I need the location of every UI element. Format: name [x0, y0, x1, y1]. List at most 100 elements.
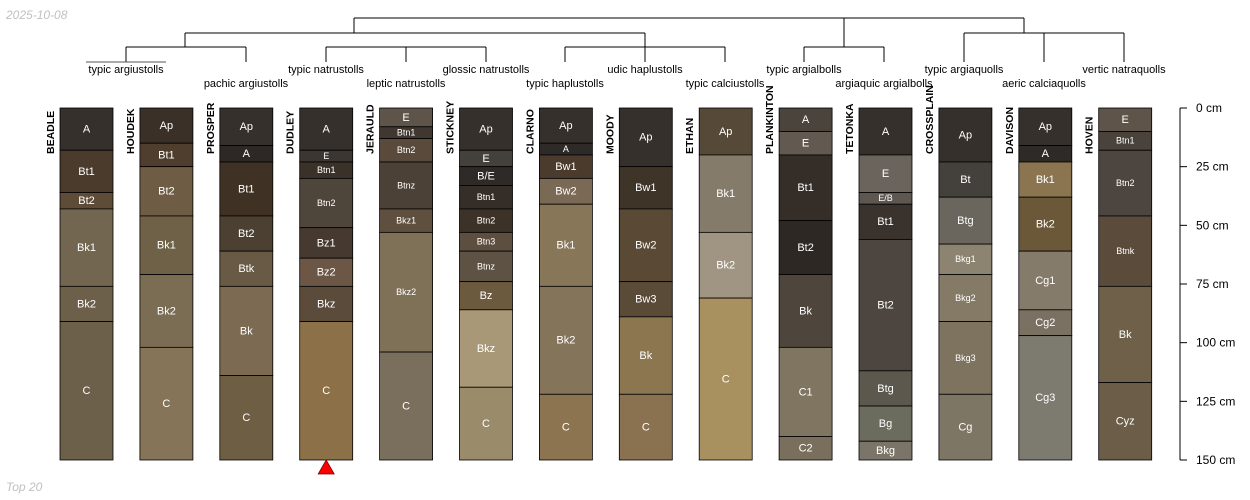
- horizon: [618, 393, 673, 461]
- footer-caption: Top 20: [6, 480, 43, 494]
- taxon-label: typic natrustolls: [288, 64, 364, 76]
- horizon: [219, 161, 274, 217]
- taxon-label: pachic argiustolls: [204, 78, 289, 90]
- horizon-label: A: [1042, 148, 1050, 160]
- horizon-label: C2: [799, 443, 813, 455]
- horizon: [1098, 149, 1153, 217]
- horizon-label: E: [323, 151, 329, 161]
- horizon-label: Bk1: [1036, 174, 1055, 186]
- profile-name: ETHAN: [684, 118, 696, 154]
- horizon: [219, 215, 274, 252]
- profile-moody: MOODY Ap Bw1 Bw2 Bw3 Bk C: [604, 107, 673, 461]
- marker-triangle: [317, 459, 335, 475]
- horizon-label: Ap: [959, 129, 972, 141]
- horizon: [59, 321, 114, 461]
- horizon-label: Bw1: [555, 161, 576, 173]
- horizon-label: E: [802, 138, 809, 150]
- horizon-label: Btn2: [477, 216, 496, 226]
- horizon: [778, 220, 833, 276]
- horizon-label: Bt1: [78, 166, 95, 178]
- horizon-label: Bt2: [797, 242, 814, 254]
- horizon-label: Cg2: [1035, 317, 1055, 329]
- taxon-label: aeric calciaquolls: [1002, 78, 1086, 90]
- taxon-label: vertic natraquolls: [1082, 64, 1166, 76]
- profile-name: CROSSPLAIN: [924, 85, 936, 154]
- horizon-label: C: [242, 412, 250, 424]
- horizon: [618, 281, 673, 318]
- horizon: [858, 107, 913, 156]
- horizon-label: C: [562, 422, 570, 434]
- horizon-label: C1: [799, 386, 813, 398]
- horizon: [139, 166, 194, 217]
- horizon-label: Btg: [957, 215, 974, 227]
- horizon-label: Bw2: [635, 240, 656, 252]
- horizon-label: C: [482, 418, 490, 430]
- horizon: [938, 274, 993, 322]
- profile-name: HOUDEK: [125, 108, 137, 154]
- horizon-label: Bk: [1119, 329, 1132, 341]
- horizon-label: C: [83, 385, 91, 397]
- horizon-label: C: [642, 422, 650, 434]
- horizon: [938, 393, 993, 461]
- horizon-label: E: [402, 112, 409, 124]
- profile-name: DAVISON: [1004, 107, 1016, 154]
- horizon-label: Btn2: [1116, 178, 1135, 188]
- horizon: [938, 161, 993, 198]
- horizon-label: Bt2: [877, 300, 894, 312]
- profile-name: BEADLE: [45, 111, 57, 154]
- horizon-label: C: [402, 400, 410, 412]
- horizon-label: Ap: [160, 120, 173, 132]
- horizon: [299, 257, 354, 287]
- profile-name: MOODY: [604, 114, 616, 154]
- profile-name: STICKNEY: [445, 101, 457, 154]
- profile-jerauld: JERAULD E Btn1 Btn2 Btnz Bkz1 Bkz2 C: [365, 104, 434, 461]
- horizon-label: Ap: [1039, 121, 1052, 133]
- horizon: [698, 231, 753, 299]
- horizon: [539, 107, 593, 144]
- horizon: [219, 285, 274, 376]
- horizon-label: Btnz: [477, 261, 496, 271]
- horizon-label: E: [482, 153, 489, 165]
- horizon: [778, 346, 833, 437]
- horizon: [299, 107, 354, 151]
- horizon-label: Bkz1: [396, 216, 416, 226]
- horizon-label: Bk2: [1036, 219, 1055, 231]
- horizon-label: Btn1: [317, 165, 336, 175]
- horizon-label: Bk1: [157, 240, 176, 252]
- profile-clarno: CLARNO Ap A Bw1 Bw2 Bk1 Bk2 C: [524, 107, 593, 461]
- horizon-label: Bt1: [797, 182, 814, 194]
- profile-davison: DAVISON Ap A Bk1 Bk2 Cg1 Cg2 Cg3: [1004, 107, 1073, 461]
- horizon: [219, 375, 274, 461]
- horizon: [139, 215, 194, 276]
- horizon-label: Cyz: [1116, 416, 1135, 428]
- date-stamp: 2025-10-08: [6, 8, 68, 22]
- horizon: [1018, 309, 1073, 337]
- horizon-label: Ap: [559, 120, 572, 132]
- horizon-label: Bk: [799, 305, 812, 317]
- horizon: [299, 227, 354, 259]
- horizon-label: Bt1: [158, 149, 175, 161]
- horizon-label: Ap: [479, 124, 492, 136]
- horizon: [459, 107, 513, 151]
- horizon-label: Bw3: [635, 294, 656, 306]
- horizon: [858, 405, 913, 442]
- horizon-label: Bt1: [877, 216, 894, 228]
- horizon-label: Cg1: [1035, 275, 1055, 287]
- horizon-label: Btn1: [397, 128, 416, 138]
- horizon: [379, 161, 434, 210]
- horizon-label: Bz2: [317, 267, 336, 279]
- horizon: [539, 285, 593, 395]
- profile-houdek: HOUDEK Ap Bt1 Bt2 Bk1 Bk2 C: [125, 107, 194, 461]
- horizon: [618, 107, 673, 168]
- axis-tick-label: 125 cm: [1196, 394, 1235, 408]
- horizon-label: C: [322, 385, 330, 397]
- horizon-label: A: [83, 124, 91, 136]
- profile-crossplain: CROSSPLAIN Ap Bt Btg Bkg1 Bkg2 Bkg3 Cg: [924, 85, 993, 461]
- horizon: [139, 107, 194, 144]
- horizon-label: Bk2: [556, 335, 575, 347]
- horizon-label: Btnk: [1116, 246, 1135, 256]
- horizon-label: Btnz: [397, 180, 416, 190]
- horizon-label: Bk2: [716, 260, 735, 272]
- profile-name: CLARNO: [524, 109, 536, 154]
- profile-name: PLANKINTON: [764, 85, 776, 154]
